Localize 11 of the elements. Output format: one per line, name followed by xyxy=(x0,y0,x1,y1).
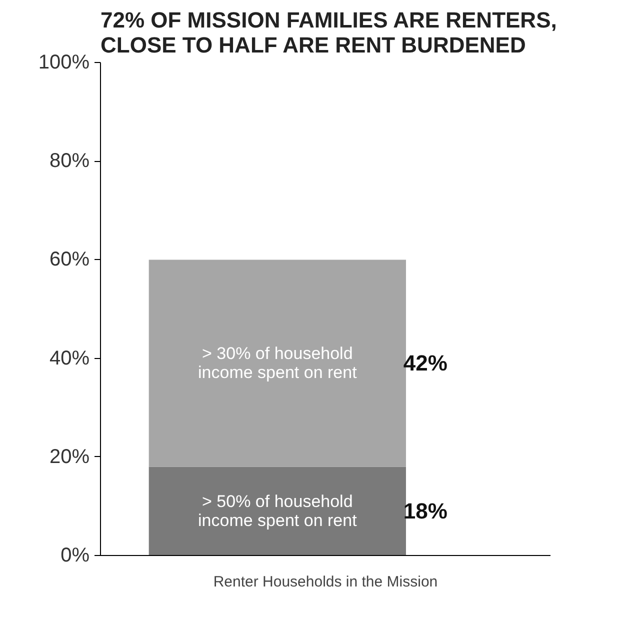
x-axis-title: Renter Households in the Mission xyxy=(213,574,438,590)
data-label: 42% xyxy=(403,350,448,376)
y-tick-label: 60% xyxy=(49,248,90,271)
series-label: > 30% of household income spent on rent xyxy=(198,344,358,382)
y-tick-label: 40% xyxy=(49,347,90,370)
series-label: > 50% of household income spent on rent xyxy=(198,492,358,530)
y-tick-label: 100% xyxy=(38,52,90,74)
chart-title: 72% OF MISSION FAMILIES ARE RENTERS, CLOSE TO HALF ARE RENT BURDENED xyxy=(100,8,557,58)
y-tick-label: 20% xyxy=(49,446,90,468)
y-tick-label: 80% xyxy=(49,150,90,172)
y-tick-label: 0% xyxy=(60,544,90,566)
